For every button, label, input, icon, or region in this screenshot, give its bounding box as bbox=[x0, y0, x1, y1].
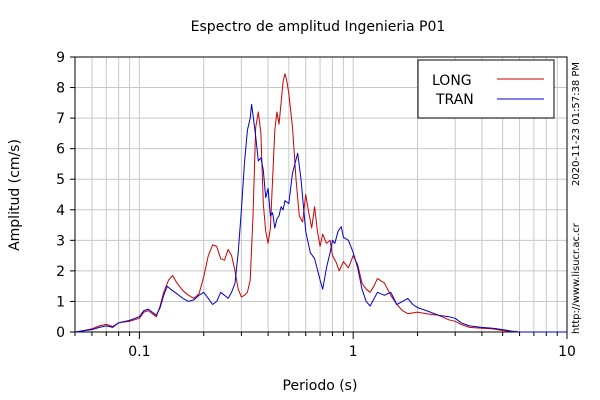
y-tick-label: 0 bbox=[56, 325, 65, 341]
y-tick-label: 3 bbox=[56, 233, 65, 249]
timestamp-annotation: 2020-11-23 01:57:38 PM bbox=[571, 61, 582, 186]
y-tick-label: 2 bbox=[56, 264, 65, 280]
x-axis-label: Periodo (s) bbox=[283, 378, 358, 394]
chart-title: Espectro de amplitud Ingenieria P01 bbox=[191, 19, 446, 35]
x-tick-label: 1 bbox=[349, 344, 358, 360]
series-line-tran bbox=[74, 103, 567, 333]
y-axis-label: Amplitud (cm/s) bbox=[7, 139, 23, 251]
y-tick-label: 8 bbox=[56, 81, 65, 97]
x-tick-label: 0.1 bbox=[128, 344, 150, 360]
y-tick-label: 5 bbox=[56, 172, 65, 188]
axis-ticks: 0 1 2 3 4 5 6 7 8 9 0.1 1 10 bbox=[56, 50, 576, 360]
y-tick-label: 6 bbox=[56, 142, 65, 158]
y-tick-label: 1 bbox=[56, 294, 65, 310]
x-tick-label: 10 bbox=[558, 344, 576, 360]
source-url-annotation: http://www.lisucr.ac.cr bbox=[571, 223, 582, 334]
legend-label-tran: TRAN bbox=[435, 92, 474, 108]
legend-box bbox=[417, 59, 555, 119]
series-layer bbox=[74, 73, 567, 333]
series-line-long bbox=[74, 73, 567, 333]
y-tick-label: 7 bbox=[56, 111, 65, 127]
y-tick-label: 9 bbox=[56, 50, 65, 66]
legend: LONG TRAN bbox=[417, 59, 555, 119]
y-tick-label: 4 bbox=[56, 203, 65, 219]
legend-label-long: LONG bbox=[432, 73, 472, 89]
plot-frame bbox=[74, 56, 568, 333]
